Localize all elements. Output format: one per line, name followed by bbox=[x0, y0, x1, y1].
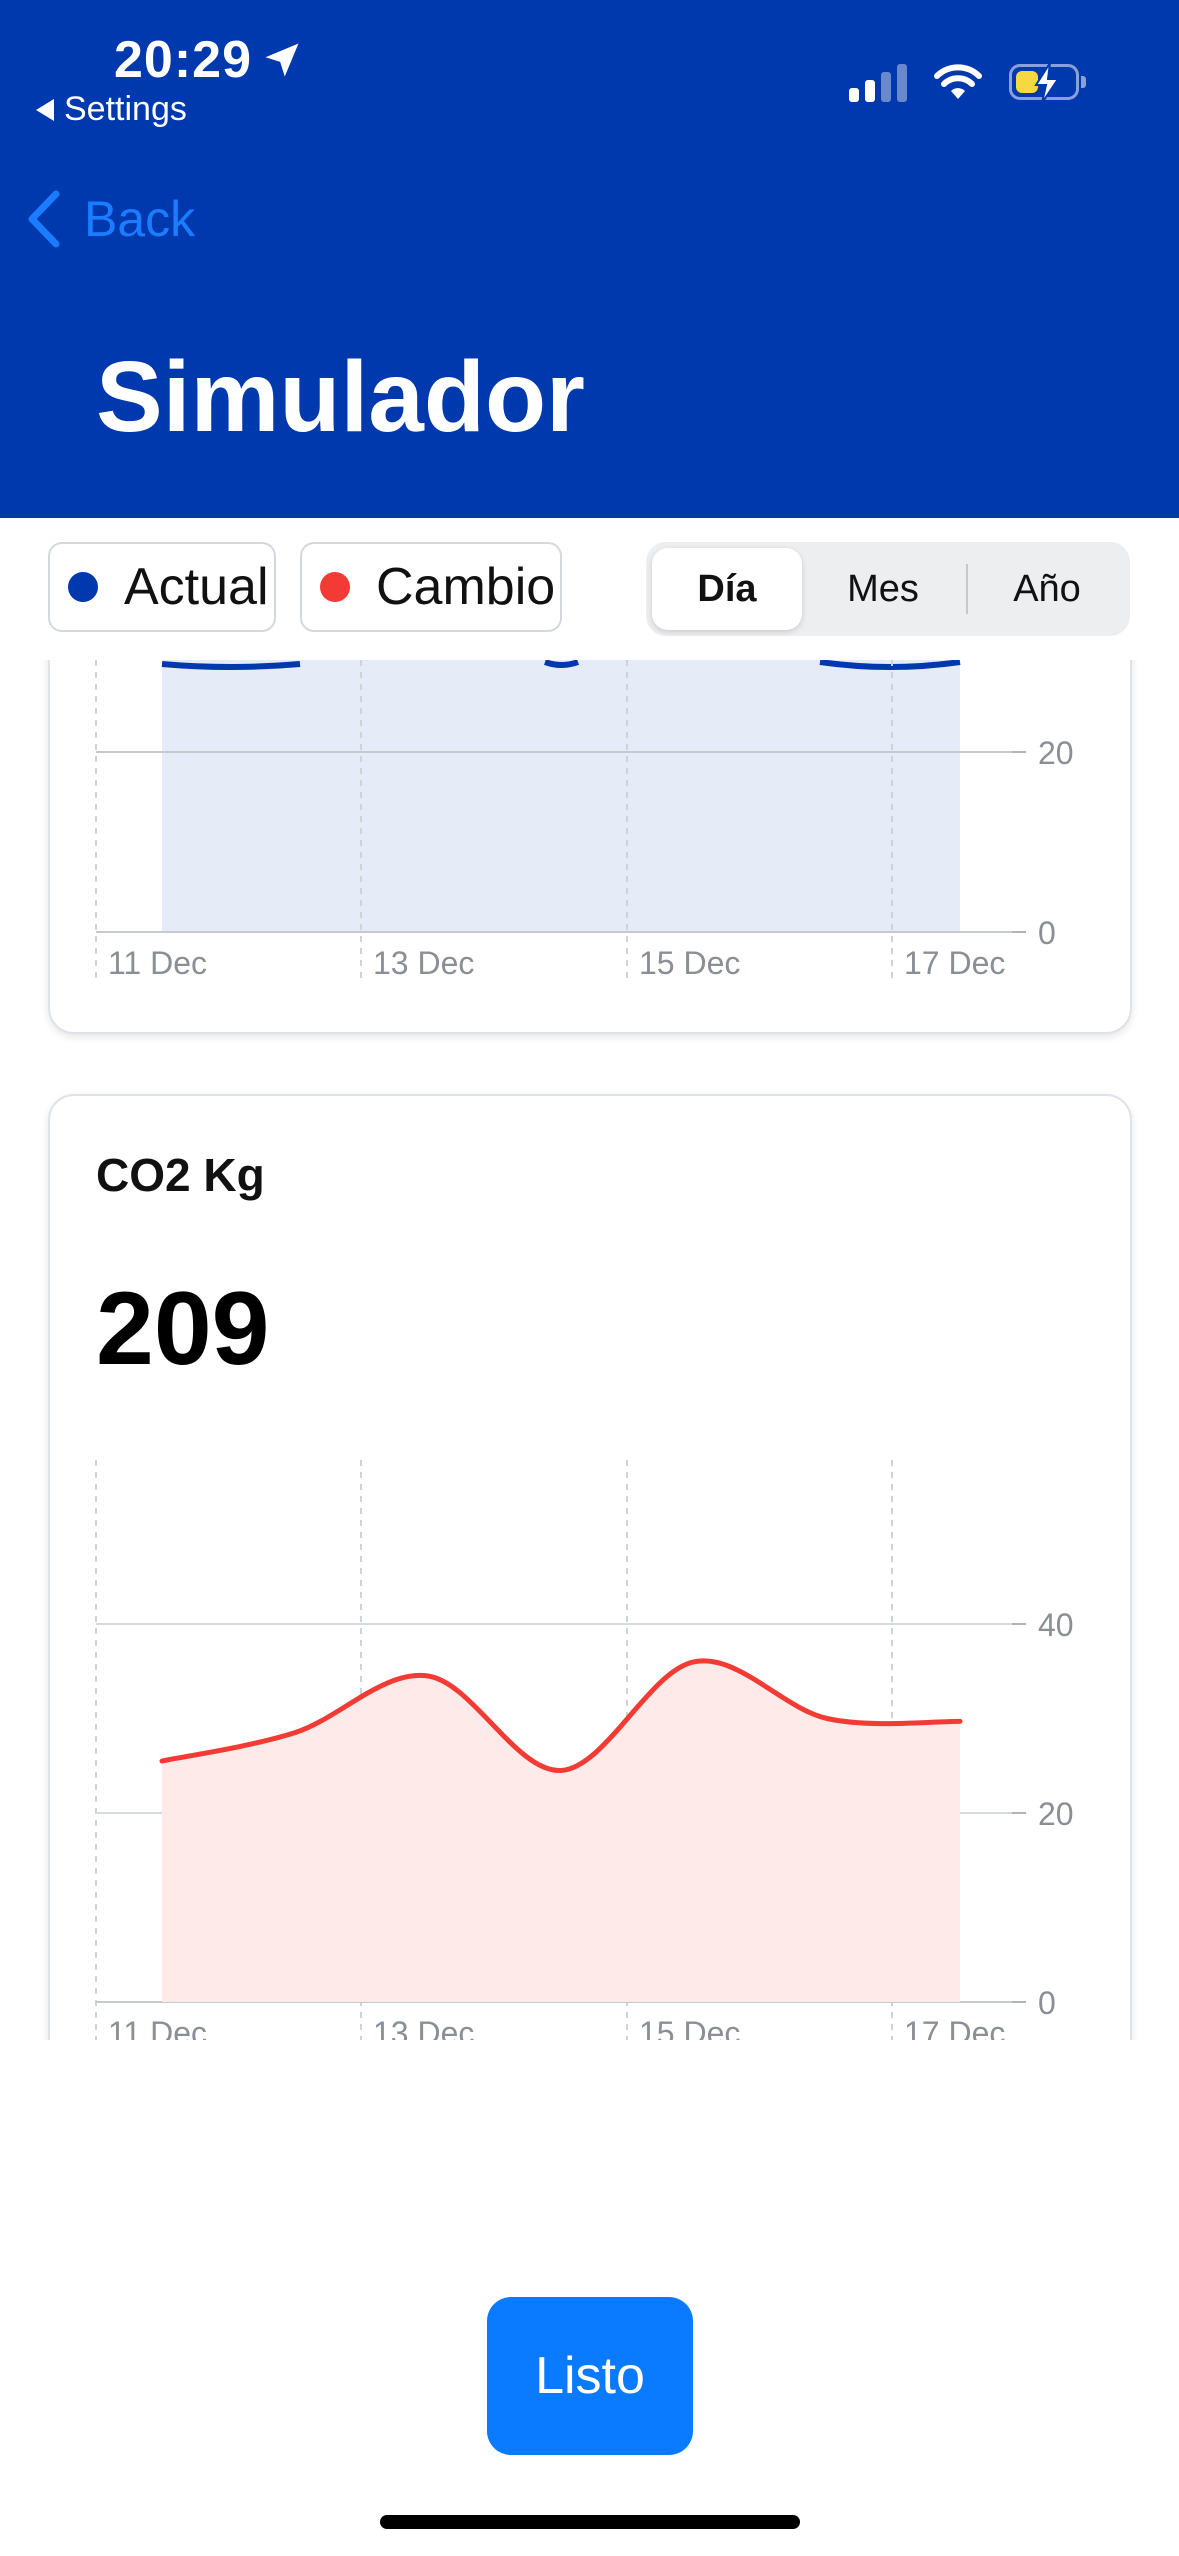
segment-ano[interactable]: Año bbox=[1013, 567, 1081, 610]
y-tick-label: 20 bbox=[1038, 735, 1074, 771]
back-button[interactable]: Back bbox=[26, 190, 195, 248]
x-tick-label: 13 Dec bbox=[373, 945, 474, 981]
legend-actual-label: Actual bbox=[124, 558, 269, 616]
co2-card-title: CO2 Kg bbox=[96, 1149, 265, 1201]
y-tick-label: 40 bbox=[1038, 1607, 1074, 1643]
status-icons bbox=[849, 62, 1086, 104]
segment-divider bbox=[966, 564, 968, 614]
back-to-settings-label: Settings bbox=[64, 90, 187, 128]
cellular-signal-icon bbox=[849, 62, 907, 102]
x-tick-label: 17 Dec bbox=[904, 2015, 1005, 2040]
scroll-content[interactable]: 11 Dec 13 Dec 15 Dec 17 Dec 0 20 11 Dec 13 Dec… bbox=[0, 660, 1179, 2040]
y-tick-label: 0 bbox=[1038, 1985, 1056, 2021]
legend-actual[interactable]: Actual bbox=[48, 542, 276, 632]
segment-dia[interactable]: Día bbox=[652, 548, 802, 630]
battery-charging-icon bbox=[1009, 62, 1086, 104]
x-tick-label: 11 Dec bbox=[108, 945, 207, 981]
area-fill bbox=[162, 1660, 960, 2002]
x-tick-label: 11 Dec bbox=[108, 2015, 207, 2040]
series-line bbox=[159, 1658, 963, 1773]
x-tick-label: 15 Dec bbox=[639, 2015, 740, 2040]
series-line bbox=[544, 660, 580, 668]
location-arrow-icon bbox=[265, 43, 299, 77]
series-line bbox=[819, 660, 961, 670]
page-title: Simulador bbox=[96, 341, 585, 453]
area-fill bbox=[162, 660, 960, 932]
legend-cambio-label: Cambio bbox=[376, 558, 556, 616]
y-tick-label: 0 bbox=[1038, 915, 1056, 951]
co2-total-value: 209 bbox=[96, 1271, 270, 1387]
status-time: 20:29 bbox=[114, 30, 304, 90]
nav-header: 20:29 Settings Back Simulado bbox=[0, 0, 1179, 518]
x-tick-label: 13 Dec bbox=[373, 2015, 474, 2040]
x-tick-label: 15 Dec bbox=[639, 945, 740, 981]
wifi-icon bbox=[934, 64, 982, 99]
y-tick-label: 20 bbox=[1038, 1796, 1074, 1832]
chevron-left-icon bbox=[28, 190, 60, 248]
status-time-text: 20:29 bbox=[114, 31, 252, 89]
legend-actual-dot bbox=[68, 572, 98, 602]
period-segmented-control: Día Mes Año bbox=[646, 542, 1130, 636]
done-button[interactable]: Listo bbox=[487, 2297, 693, 2455]
back-button-label: Back bbox=[84, 191, 196, 247]
back-triangle-icon bbox=[36, 98, 54, 121]
home-indicator bbox=[380, 2515, 800, 2529]
chart-co2: 11 Dec 13 Dec 15 Dec 17 Dec 0 20 40 bbox=[95, 1460, 1074, 2040]
x-tick-label: 17 Dec bbox=[904, 945, 1005, 981]
series-line bbox=[161, 661, 301, 670]
segment-mes[interactable]: Mes bbox=[847, 567, 919, 610]
chart-actual: 11 Dec 13 Dec 15 Dec 17 Dec 0 20 bbox=[95, 660, 1074, 982]
back-to-settings[interactable]: Settings bbox=[36, 90, 187, 129]
legend-cambio-dot bbox=[320, 572, 350, 602]
legend-cambio[interactable]: Cambio bbox=[300, 542, 562, 632]
